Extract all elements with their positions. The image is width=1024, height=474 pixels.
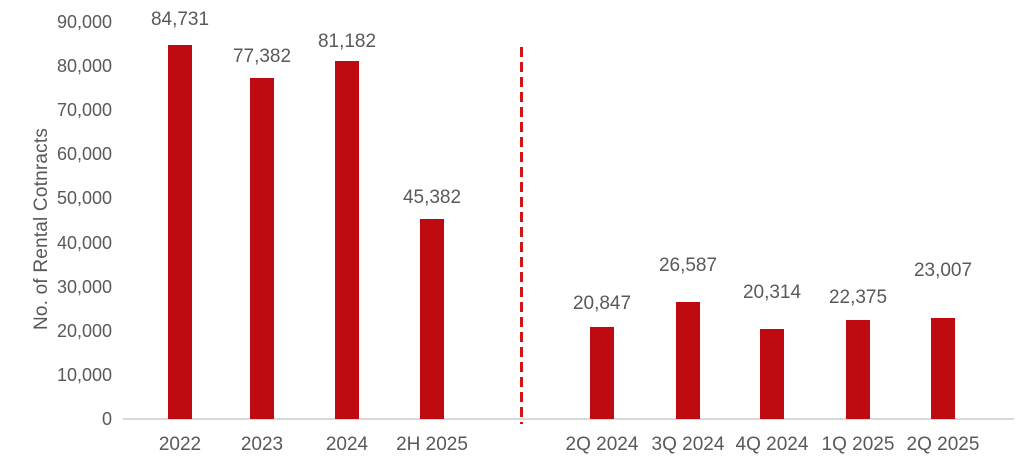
y-tick-label: 30,000 [56,276,112,297]
data-label-2q-2025: 23,007 [913,259,973,281]
data-label-1q-2025: 22,375 [828,287,888,309]
bar-2q-2025 [931,317,955,419]
y-tick-label: 50,000 [56,188,112,209]
x-tick-label-2q-2024: 2Q 2024 [565,434,639,455]
x-axis-line [123,418,1014,420]
x-tick-label-2022: 2022 [158,434,202,455]
x-tick-label-3q-2024: 3Q 2024 [651,434,725,455]
x-tick-label-4q-2024: 4Q 2024 [735,434,809,455]
bar-2024 [335,60,359,419]
y-tick-label: 40,000 [56,232,112,253]
x-tick-label-2023: 2023 [240,434,284,455]
bar-2h-2025 [420,218,444,419]
data-label-2023: 77,382 [232,45,292,67]
bar-2022 [168,45,192,419]
data-label-2022: 84,731 [150,9,210,31]
x-tick-label-2h-2025: 2H 2025 [396,434,468,455]
data-label-2q-2024: 20,847 [572,293,632,315]
y-tick-label: 10,000 [56,364,112,385]
data-label-4q-2024: 20,314 [742,282,802,304]
x-tick-label-1q-2025: 1Q 2025 [821,434,895,455]
y-tick-label: 90,000 [56,12,112,32]
y-tick-label: 80,000 [56,56,112,77]
group-separator-dashed-line [520,47,523,424]
y-tick-label: 60,000 [56,144,112,165]
x-tick-label-2024: 2024 [325,434,369,455]
y-tick-label: 0 [101,409,112,429]
x-tick-label-2q-2025: 2Q 2025 [906,434,980,455]
data-label-2024: 81,182 [317,30,377,52]
bar-2q-2024 [590,327,614,419]
y-tick-label: 70,000 [56,100,112,121]
bar-1q-2025 [846,320,870,419]
data-label-3q-2024: 26,587 [658,254,718,276]
y-tick-label: 20,000 [56,320,112,341]
bar-2023 [250,77,274,419]
bar-3q-2024 [676,301,700,419]
data-label-2h-2025: 45,382 [402,186,462,208]
bar-4q-2024 [760,329,784,419]
